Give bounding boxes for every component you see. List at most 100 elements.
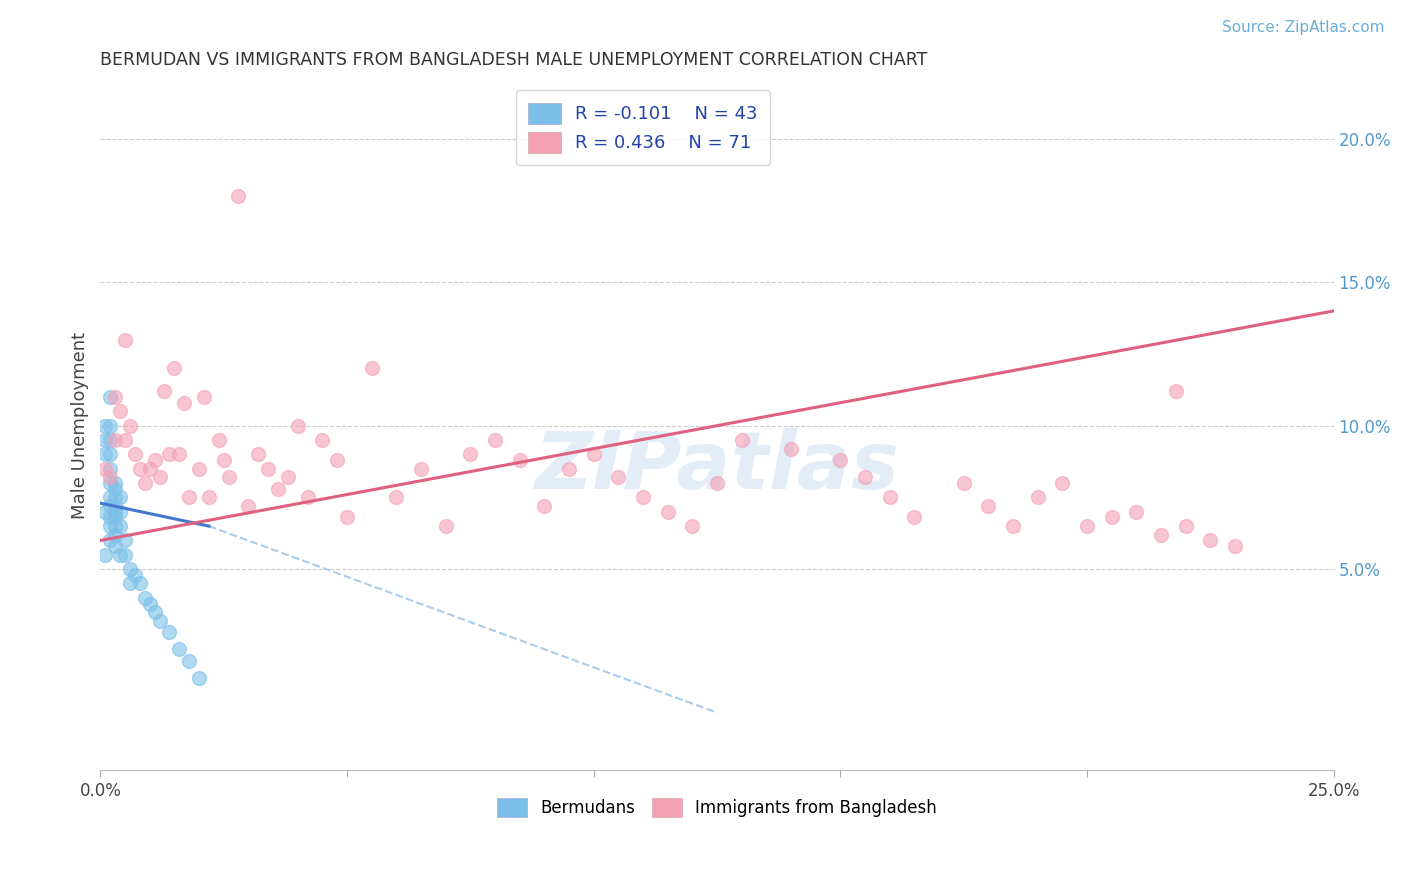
Point — [104, 527, 127, 541]
Point — [94, 418, 117, 433]
Point — [977, 499, 1000, 513]
Point — [104, 519, 127, 533]
Point — [104, 482, 127, 496]
Point — [169, 447, 191, 461]
Point — [94, 447, 117, 461]
Point — [631, 491, 654, 505]
Point — [128, 576, 150, 591]
Point — [104, 539, 127, 553]
Point — [98, 510, 121, 524]
Point — [124, 447, 146, 461]
Point — [94, 461, 117, 475]
Point — [1101, 510, 1123, 524]
Point — [484, 433, 506, 447]
Point — [460, 447, 482, 461]
Point — [558, 461, 581, 475]
Point — [582, 447, 605, 461]
Point — [134, 591, 156, 605]
Point — [208, 433, 231, 447]
Point — [193, 390, 215, 404]
Point — [218, 470, 240, 484]
Point — [277, 470, 299, 484]
Point — [94, 505, 117, 519]
Point — [228, 189, 250, 203]
Point — [1223, 539, 1246, 553]
Point — [188, 671, 211, 685]
Point — [157, 625, 180, 640]
Point — [104, 433, 127, 447]
Point — [153, 384, 176, 399]
Point — [879, 491, 901, 505]
Point — [1174, 519, 1197, 533]
Point — [157, 447, 180, 461]
Point — [134, 476, 156, 491]
Point — [108, 505, 131, 519]
Point — [94, 548, 117, 562]
Text: BERMUDAN VS IMMIGRANTS FROM BANGLADESH MALE UNEMPLOYMENT CORRELATION CHART: BERMUDAN VS IMMIGRANTS FROM BANGLADESH M… — [100, 51, 928, 69]
Point — [118, 562, 141, 576]
Point — [903, 510, 925, 524]
Point — [853, 470, 876, 484]
Text: Source: ZipAtlas.com: Source: ZipAtlas.com — [1222, 20, 1385, 35]
Point — [1052, 476, 1074, 491]
Point — [607, 470, 630, 484]
Point — [657, 505, 679, 519]
Point — [730, 433, 752, 447]
Point — [706, 476, 728, 491]
Point — [98, 433, 121, 447]
Point — [409, 461, 432, 475]
Point — [143, 605, 166, 619]
Point — [533, 499, 555, 513]
Point — [1001, 519, 1024, 533]
Point — [297, 491, 319, 505]
Point — [98, 533, 121, 548]
Point — [98, 461, 121, 475]
Point — [830, 453, 852, 467]
Point — [108, 519, 131, 533]
Point — [247, 447, 270, 461]
Point — [124, 567, 146, 582]
Point — [198, 491, 221, 505]
Point — [238, 499, 260, 513]
Point — [138, 461, 160, 475]
Point — [94, 433, 117, 447]
Point — [98, 418, 121, 433]
Point — [287, 418, 309, 433]
Point — [173, 395, 195, 409]
Point — [148, 614, 170, 628]
Point — [114, 548, 136, 562]
Point — [148, 470, 170, 484]
Point — [509, 453, 531, 467]
Point — [1125, 505, 1147, 519]
Text: ZIPatlas: ZIPatlas — [534, 428, 900, 506]
Point — [169, 642, 191, 657]
Point — [138, 597, 160, 611]
Point — [98, 390, 121, 404]
Point — [128, 461, 150, 475]
Point — [104, 505, 127, 519]
Point — [780, 442, 803, 456]
Point — [952, 476, 974, 491]
Legend: Bermudans, Immigrants from Bangladesh: Bermudans, Immigrants from Bangladesh — [491, 791, 943, 823]
Point — [104, 510, 127, 524]
Point — [336, 510, 359, 524]
Point — [114, 433, 136, 447]
Point — [104, 476, 127, 491]
Point — [143, 453, 166, 467]
Point — [188, 461, 211, 475]
Point — [108, 404, 131, 418]
Point — [104, 491, 127, 505]
Point — [1026, 491, 1049, 505]
Point — [311, 433, 333, 447]
Point — [360, 361, 382, 376]
Point — [1164, 384, 1187, 399]
Point — [1199, 533, 1222, 548]
Point — [163, 361, 186, 376]
Point — [179, 654, 201, 668]
Point — [104, 499, 127, 513]
Point — [98, 499, 121, 513]
Point — [326, 453, 349, 467]
Point — [385, 491, 408, 505]
Point — [98, 476, 121, 491]
Point — [98, 470, 121, 484]
